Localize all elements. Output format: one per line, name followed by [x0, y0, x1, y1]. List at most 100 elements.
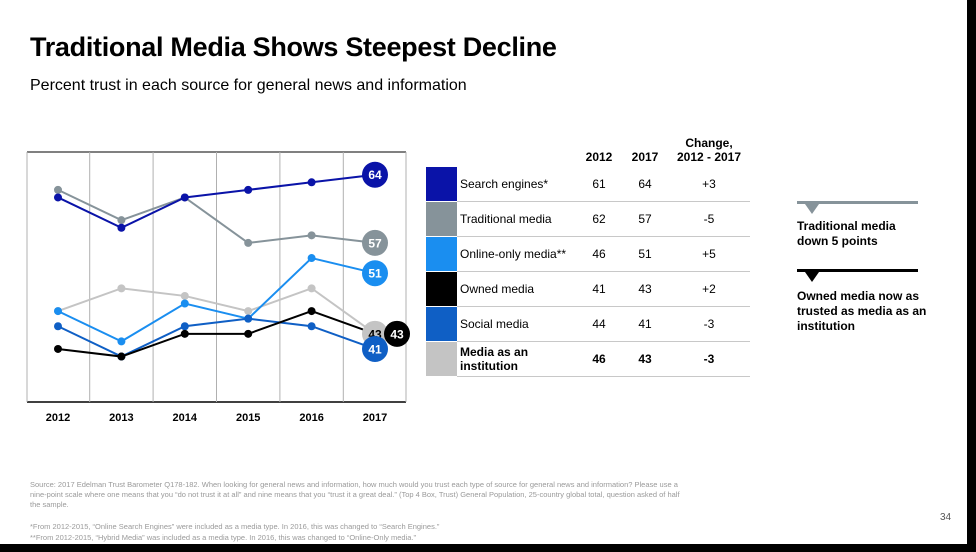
table-header-row: 2012 2017 Change, 2012 - 2017	[426, 136, 750, 167]
header-change-line2: 2012 - 2017	[676, 150, 742, 164]
data-point	[180, 322, 189, 331]
row-change: +2	[668, 271, 750, 307]
x-tick-label: 2016	[299, 412, 323, 424]
table-row: Social media 44 41 -3	[426, 306, 750, 342]
series-line	[57, 310, 376, 358]
callout-owned-marker-icon	[805, 272, 819, 282]
row-source-name: Online-only media**	[457, 236, 576, 272]
row-source-name: Traditional media	[457, 201, 576, 237]
row-value-2012: 46	[576, 236, 622, 272]
table-row: Media as an institution 46 43 -3	[426, 341, 750, 377]
x-tick-label: 2012	[46, 412, 70, 424]
row-color-swatch	[426, 236, 457, 272]
header-2017: 2017	[631, 150, 659, 164]
row-color-swatch	[426, 271, 457, 307]
series-line	[57, 256, 376, 343]
data-point	[117, 352, 126, 361]
row-change: +3	[668, 167, 750, 202]
right-bar	[967, 0, 976, 552]
row-value-2017: 51	[622, 236, 668, 272]
row-value-2017: 57	[622, 201, 668, 237]
row-source-name: Owned media	[457, 271, 576, 307]
row-value-2017: 43	[622, 341, 668, 377]
data-point	[54, 193, 62, 202]
data-point	[244, 307, 253, 316]
row-value-2012: 41	[576, 271, 622, 307]
bottom-bar	[0, 544, 976, 552]
series-end-label: 57	[368, 236, 382, 250]
data-point	[307, 322, 316, 331]
row-value-2017: 64	[622, 167, 668, 202]
data-point	[244, 314, 253, 323]
series-end-label: 64	[368, 168, 382, 182]
callout-traditional-marker-icon	[805, 204, 819, 214]
data-point	[180, 329, 189, 338]
row-change: -5	[668, 201, 750, 237]
series-line	[57, 173, 376, 229]
row-value-2012: 61	[576, 167, 622, 202]
data-point	[117, 284, 126, 293]
callout-owned-bar	[797, 269, 918, 272]
data-point	[180, 299, 189, 308]
series-line	[57, 188, 376, 244]
row-value-2012: 46	[576, 341, 622, 377]
series-end-label: 51	[368, 267, 382, 281]
chart-lines	[54, 173, 376, 361]
data-point	[244, 238, 253, 247]
series-end-bubble	[362, 335, 388, 362]
x-tick-label: 2013	[109, 412, 133, 424]
x-tick-label: 2015	[236, 412, 260, 424]
data-point	[117, 223, 126, 232]
header-change: Change, 2012 - 2017	[668, 136, 750, 167]
trust-table: 2012 2017 Change, 2012 - 2017 Search eng…	[426, 136, 750, 377]
row-value-2012: 62	[576, 201, 622, 237]
series-end-label: 41	[368, 342, 382, 356]
chart-grid	[26, 151, 407, 403]
row-change: +5	[668, 236, 750, 272]
chart-x-ticks: 2012 2013 2014 2015 2016 2017	[46, 412, 387, 424]
data-point	[180, 193, 189, 202]
callout-traditional-bar	[797, 201, 918, 204]
page-title: Traditional Media Shows Steepest Decline	[30, 32, 557, 62]
page-subtitle: Percent trust in each source for general…	[30, 77, 467, 94]
header-change-line1: Change,	[685, 136, 733, 150]
row-source-name: Search engines*	[457, 167, 576, 202]
header-swatch	[426, 136, 457, 167]
series-line	[57, 287, 376, 335]
series-end-label: 43	[390, 327, 404, 341]
table-row: Online-only media** 46 51 +5	[426, 236, 750, 272]
row-value-2017: 41	[622, 306, 668, 342]
data-point	[244, 185, 253, 194]
row-change: -3	[668, 306, 750, 342]
row-source-name: Media as an institution	[457, 341, 576, 377]
data-point	[117, 216, 126, 225]
x-tick-label: 2014	[173, 412, 198, 424]
header-2012: 2012	[585, 150, 613, 164]
header-source	[457, 136, 576, 167]
row-change: -3	[668, 341, 750, 377]
row-color-swatch	[426, 201, 457, 237]
callout-owned: Owned media now as trusted as media as a…	[797, 289, 927, 333]
series-end-bubble	[362, 229, 388, 256]
data-point	[307, 284, 316, 293]
row-color-swatch	[426, 167, 457, 202]
x-tick-label: 2017	[363, 412, 387, 424]
data-point	[54, 185, 62, 194]
data-point	[307, 178, 316, 187]
series-end-bubble	[362, 161, 388, 188]
data-point	[54, 322, 62, 331]
series-end-bubble	[362, 260, 388, 287]
table-row: Owned media 41 43 +2	[426, 271, 750, 307]
data-point	[307, 254, 316, 263]
row-source-name: Social media	[457, 306, 576, 342]
data-point	[244, 329, 253, 338]
series-end-bubble	[384, 320, 410, 347]
table-row: Traditional media 62 57 -5	[426, 201, 750, 237]
footnote-source: Source: 2017 Edelman Trust Barometer Q17…	[30, 480, 680, 509]
footnote-1: *From 2012-2015, “Online Search Engines”…	[30, 522, 440, 531]
data-point	[54, 307, 62, 316]
row-value-2012: 44	[576, 306, 622, 342]
data-point	[307, 231, 316, 240]
